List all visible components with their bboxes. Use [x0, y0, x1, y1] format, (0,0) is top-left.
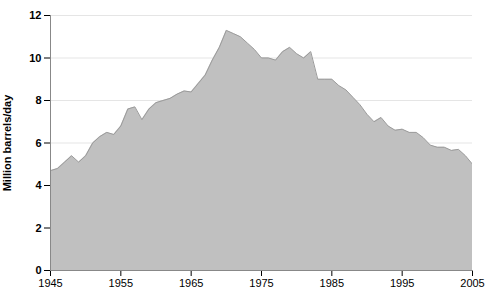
svg-text:Million barrels/day: Million barrels/day — [1, 94, 13, 191]
svg-text:1965: 1965 — [179, 277, 203, 289]
svg-text:1995: 1995 — [390, 277, 414, 289]
svg-text:1955: 1955 — [109, 277, 133, 289]
svg-text:2: 2 — [35, 222, 41, 234]
svg-text:8: 8 — [35, 94, 41, 106]
svg-text:10: 10 — [29, 52, 41, 64]
svg-text:6: 6 — [35, 137, 41, 149]
svg-text:4: 4 — [35, 179, 42, 191]
svg-text:2005: 2005 — [460, 277, 484, 289]
svg-text:12: 12 — [29, 9, 41, 21]
svg-text:1975: 1975 — [249, 277, 273, 289]
svg-text:1945: 1945 — [38, 277, 62, 289]
svg-text:0: 0 — [35, 264, 41, 276]
svg-text:1985: 1985 — [320, 277, 344, 289]
